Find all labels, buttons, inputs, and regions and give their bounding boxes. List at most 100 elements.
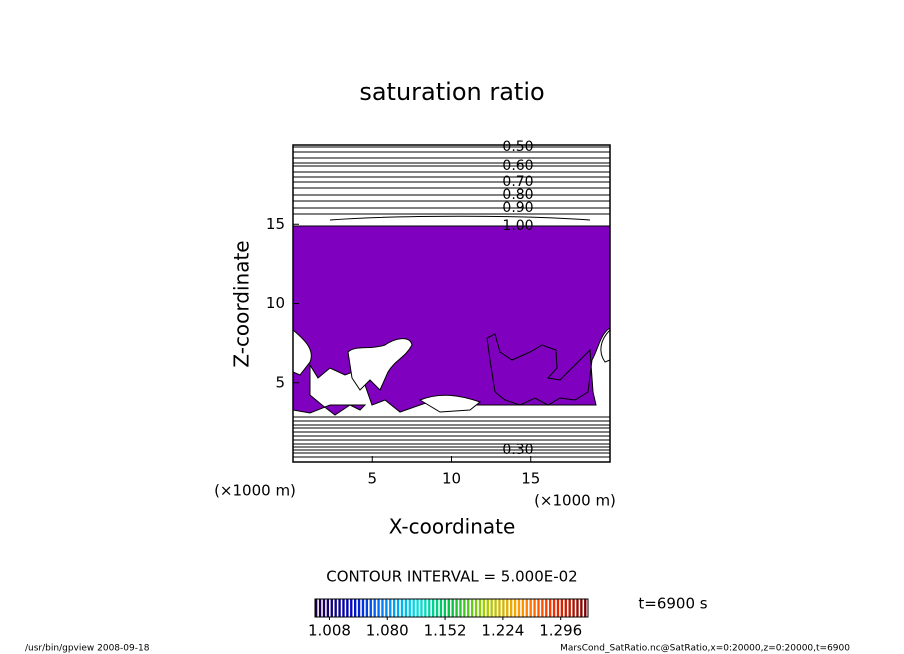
colorbar-segment xyxy=(510,599,513,617)
contour-line xyxy=(293,151,610,215)
contour-label: 0.90 xyxy=(502,200,533,216)
colorbar-segment xyxy=(404,599,408,617)
colorbar-tick-label: 1.296 xyxy=(539,622,582,640)
colorbar-segment xyxy=(517,599,521,617)
contour-label: 0.70 xyxy=(502,174,533,190)
contour-label: 0.30 xyxy=(502,442,533,458)
colorbar-segment xyxy=(381,599,384,617)
colorbar-segment xyxy=(346,599,349,617)
colorbar-segment xyxy=(365,599,369,617)
contour-label: 0.80 xyxy=(502,187,533,203)
colorbar-segment xyxy=(393,599,396,617)
colorbar-segment xyxy=(373,599,376,617)
x-unit-label: (×1000 m) xyxy=(534,492,616,510)
colorbar-segment xyxy=(428,599,431,617)
contour-line xyxy=(293,416,610,458)
colorbar-segment xyxy=(385,599,388,617)
colorbar-segment xyxy=(490,599,493,617)
colorbar-segment xyxy=(322,599,326,617)
footer-left: /usr/bin/gpview 2008-09-18 xyxy=(25,644,150,654)
colorbar-segment xyxy=(432,599,435,617)
colorbar-segment xyxy=(537,599,540,617)
gap xyxy=(292,328,312,376)
colorbar-tick-label: 1.008 xyxy=(308,622,351,640)
contour-interval: CONTOUR INTERVAL = 5.000E-02 xyxy=(326,568,577,586)
colorbar-segment xyxy=(486,599,489,617)
colorbar-segment xyxy=(318,599,322,617)
colorbar-segment xyxy=(541,599,544,617)
colorbar-segment xyxy=(463,599,466,617)
colorbar-segment xyxy=(502,599,505,617)
colorbar-segment xyxy=(326,599,330,617)
colorbar-segment xyxy=(420,599,423,617)
contour-label: 0.50 xyxy=(502,139,533,155)
x-tick-label: 5 xyxy=(367,470,377,488)
colorbar-segment xyxy=(545,599,548,617)
y-tick-label: 10 xyxy=(266,294,285,312)
contour-lines xyxy=(293,151,610,458)
colorbar-frame xyxy=(314,598,589,618)
colorbar-segment xyxy=(506,599,509,617)
colorbar-segment xyxy=(467,599,470,617)
colorbar-segment xyxy=(549,599,552,617)
colorbar-tick-label: 1.080 xyxy=(366,622,409,640)
gap xyxy=(347,338,413,391)
x-tick-label: 15 xyxy=(521,470,540,488)
gap xyxy=(418,394,482,413)
colorbar-segment xyxy=(389,599,392,617)
colorbar-segment xyxy=(482,599,486,617)
colorbar-segment xyxy=(580,599,583,617)
colorbar-segment xyxy=(533,599,536,617)
y-tick-label: 5 xyxy=(275,373,285,391)
colorbar-segment xyxy=(513,599,517,617)
colorbar-segment xyxy=(455,599,458,617)
colorbar-segment xyxy=(334,599,337,617)
colorbar-segment xyxy=(572,599,575,617)
colorbar-segment xyxy=(564,599,567,617)
contour-label: 1.00 xyxy=(502,218,533,234)
colorbar-segment xyxy=(416,599,419,617)
colorbar-segment xyxy=(443,599,447,617)
colorbar-segment xyxy=(471,599,474,617)
y-axis-label: Z-coordinate xyxy=(230,240,254,367)
colorbar-segment xyxy=(439,599,443,617)
y-unit-label: (×1000 m) xyxy=(214,482,296,500)
colorbar-segment xyxy=(552,599,556,617)
contour-label: 0.60 xyxy=(502,158,533,174)
colorbar-segment xyxy=(584,599,587,617)
colorbar-segment xyxy=(330,599,333,617)
colorbar-segment xyxy=(354,599,357,617)
colorbar-segment xyxy=(408,599,411,617)
colorbar-segment xyxy=(342,599,345,617)
colorbar-segment xyxy=(560,599,564,617)
colorbar-segment xyxy=(357,599,361,617)
colorbar-segment xyxy=(521,599,525,617)
x-axis-label: X-coordinate xyxy=(389,515,516,539)
colorbar-tick-label: 1.224 xyxy=(481,622,524,640)
colorbar-segment xyxy=(435,599,439,617)
field xyxy=(292,225,611,416)
time-label: t=6900 s xyxy=(638,595,707,613)
colorbar-segment xyxy=(494,599,497,617)
colorbar-segment xyxy=(568,599,571,617)
colorbar-tick-label: 1.152 xyxy=(424,622,467,640)
x-tick-label: 10 xyxy=(442,470,461,488)
colorbar-segment xyxy=(447,599,450,617)
colorbar-segment xyxy=(424,599,427,617)
colorbar-segment xyxy=(556,599,560,617)
y-tick-label: 15 xyxy=(266,215,285,233)
colorbar-segment xyxy=(474,599,478,617)
colorbar-segment xyxy=(525,599,528,617)
colorbar-segment xyxy=(451,599,454,617)
colorbar-segment xyxy=(396,599,400,617)
colorbar-segment xyxy=(412,599,415,617)
colorbar-segment xyxy=(350,599,353,617)
colorbar-segment xyxy=(338,599,341,617)
colorbar-segment xyxy=(576,599,579,617)
contour-line xyxy=(329,215,591,221)
gap xyxy=(600,328,611,363)
colorbar-segment xyxy=(369,599,372,617)
colorbar-segment xyxy=(400,599,404,617)
chart-title: saturation ratio xyxy=(359,78,544,106)
